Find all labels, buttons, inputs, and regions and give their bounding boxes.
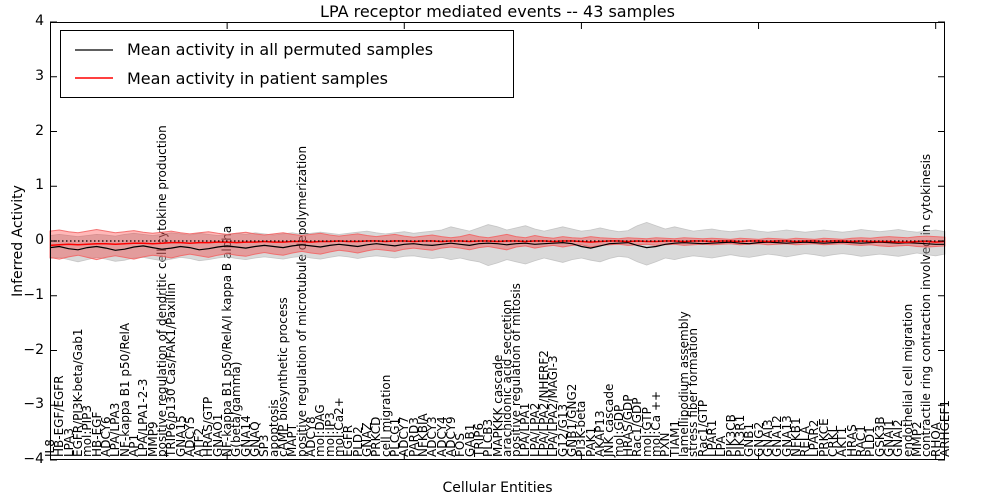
legend-item-permuted: Mean activity in all permuted samples [61,40,513,59]
y-tick-label: −2 [23,341,44,358]
line-permuted-mean [49,241,945,251]
x-category-label: positive regulation of microtubule depol… [294,145,309,457]
legend-label-patient: Mean activity in patient samples [127,68,388,88]
y-tick-label: 4 [35,13,44,29]
x-axis-label: Cellular Entities [442,480,553,496]
y-tick-label: 0 [35,232,44,248]
x-category-label: contractile ring contraction involved in… [919,153,934,457]
y-axis-label: Inferred Activity [10,185,26,297]
legend: Mean activity in all permuted samples Me… [60,30,514,98]
chart-title: LPA receptor mediated events -- 43 sampl… [320,2,675,21]
x-category-label: ARHGEF1 [938,400,952,457]
line-patient-mean [49,240,946,247]
y-tick-label: −4 [23,451,44,467]
legend-label-permuted: Mean activity in all permuted samples [127,40,434,60]
y-tick-label: 3 [35,67,44,84]
y-tick-label: 2 [35,122,44,139]
legend-line-patient-icon [75,77,113,79]
band-permuted [49,221,946,267]
y-tick-label: −3 [23,396,44,413]
y-tick-label: 1 [35,177,44,194]
legend-item-patient: Mean activity in patient samples [61,69,513,88]
band-patient [49,228,946,261]
legend-line-permuted-icon [75,49,113,51]
y-tick-label: −1 [23,286,44,303]
